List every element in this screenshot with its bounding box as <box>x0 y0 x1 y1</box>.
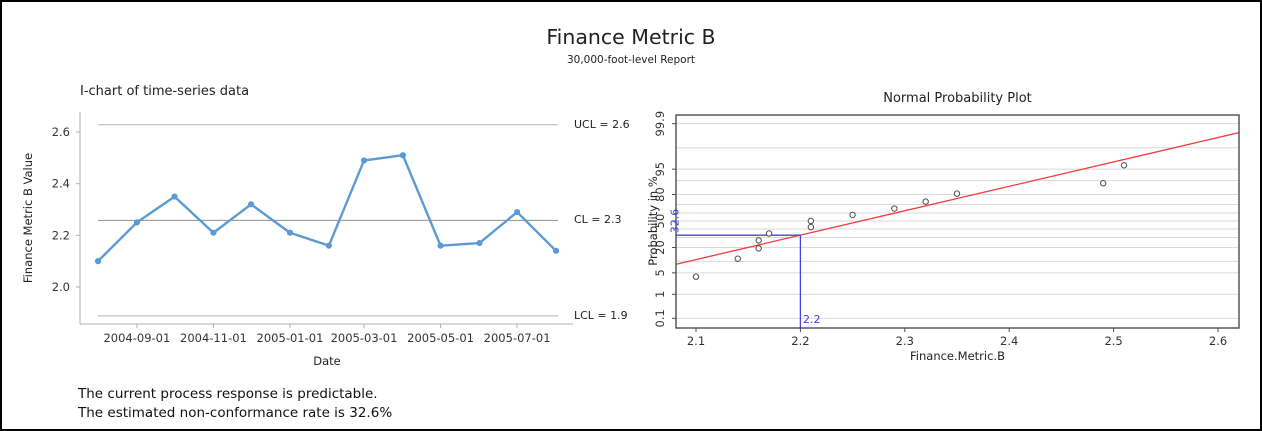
ichart-x-tick-label: 2005-07-01 <box>484 331 551 345</box>
npp-y-tick-label: 80 <box>653 187 667 202</box>
ichart-y-tick-label: 2.4 <box>52 177 70 191</box>
npp-fit-line <box>676 131 1240 265</box>
process-predictability-statement: The current process response is predicta… <box>78 386 378 402</box>
ichart-data-point <box>286 229 294 236</box>
npp-x-tick-label: 2.6 <box>1209 334 1227 348</box>
npp-x-tick-label: 2.4 <box>1000 334 1018 348</box>
ichart-data-point <box>399 152 407 159</box>
ichart-data-point <box>476 239 483 247</box>
npp-data-point <box>1120 162 1128 169</box>
npp-data-point <box>891 205 898 212</box>
ichart-title: I-chart of time-series data <box>80 84 250 99</box>
nonconformance-rate-statement: The estimated non-conformance rate is 32… <box>78 405 393 421</box>
npp-y-tick-label: 1 <box>653 291 667 298</box>
ichart-data-point <box>360 157 368 164</box>
ichart-data-point <box>325 242 332 249</box>
npp-x-tick-label: 2.3 <box>896 334 914 348</box>
ichart-y-tick-label: 2.0 <box>52 280 70 294</box>
npp-data-point <box>807 217 815 225</box>
npp-y-tick-label: 0.1 <box>653 309 667 327</box>
ichart-data-point <box>437 242 444 249</box>
ichart-x-tick-label: 2004-11-01 <box>180 331 247 345</box>
npp-y-tick-label: 20 <box>653 240 667 255</box>
ucl-label: UCL = 2.6 <box>574 118 630 131</box>
npp-data-point <box>755 245 762 252</box>
npp-data-point <box>755 237 762 244</box>
npp-reference-lines <box>676 234 802 328</box>
npp-x-tick-label: 2.2 <box>791 334 809 348</box>
ichart-x-tick-label: 2005-01-01 <box>257 331 324 345</box>
npp-y-axis-label: Probability in % <box>646 176 660 266</box>
npp-title: Normal Probability Plot <box>883 91 1032 106</box>
npp-x-tick-label: 2.5 <box>1104 334 1122 348</box>
npp-y-tick-label: 99.9 <box>653 111 667 137</box>
npp-y-tick-label: 50 <box>653 214 667 229</box>
ichart-y-tick-label: 2.6 <box>52 125 70 139</box>
npp-x-tick-label: 2.1 <box>687 334 705 348</box>
npp-data-point <box>953 190 961 197</box>
ichart-data-point <box>171 193 178 200</box>
ichart-x-tick-label: 2004-09-01 <box>103 331 170 345</box>
npp-reference-probability-label: 32.6 <box>668 208 682 234</box>
page-title: Finance Metric B <box>546 25 716 49</box>
npp-data-point <box>922 198 929 205</box>
ichart-data-point <box>210 229 217 236</box>
ichart-x-tick-label: 2005-05-01 <box>407 331 474 345</box>
npp-data-point <box>765 230 773 237</box>
ichart-x-tick-label: 2005-03-01 <box>331 331 398 345</box>
ichart-data-point <box>94 258 102 265</box>
npp-data-point <box>692 273 700 280</box>
cl-label: CL = 2.3 <box>574 213 622 226</box>
npp-y-tick-label: 95 <box>653 162 667 177</box>
npp-data-point <box>849 211 856 219</box>
ichart-data-point <box>133 219 140 226</box>
npp-data-point <box>807 223 815 231</box>
page-subtitle: 30,000-foot-level Report <box>566 54 696 66</box>
npp-x-axis-label: Finance.Metric.B <box>910 349 1005 363</box>
ichart-x-axis-label: Date <box>313 354 341 368</box>
npp-reference-x-label: 2.2 <box>803 313 821 326</box>
npp-y-tick-label: 5 <box>653 269 667 276</box>
npp-data-point <box>1099 180 1107 187</box>
npp-data-point <box>734 255 741 262</box>
ichart-data-point <box>514 208 521 216</box>
ichart-data-point <box>552 247 560 254</box>
lcl-label: LCL = 1.9 <box>574 309 628 322</box>
ichart-y-axis-label: Finance Metric B Value <box>21 152 35 284</box>
ichart-y-tick-label: 2.2 <box>52 228 70 242</box>
ichart-data-point <box>247 201 255 208</box>
